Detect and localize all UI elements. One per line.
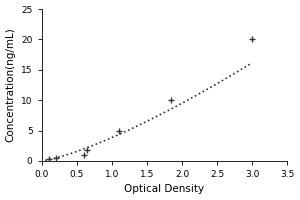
- Y-axis label: Concentration(ng/mL): Concentration(ng/mL): [6, 28, 16, 142]
- X-axis label: Optical Density: Optical Density: [124, 184, 205, 194]
